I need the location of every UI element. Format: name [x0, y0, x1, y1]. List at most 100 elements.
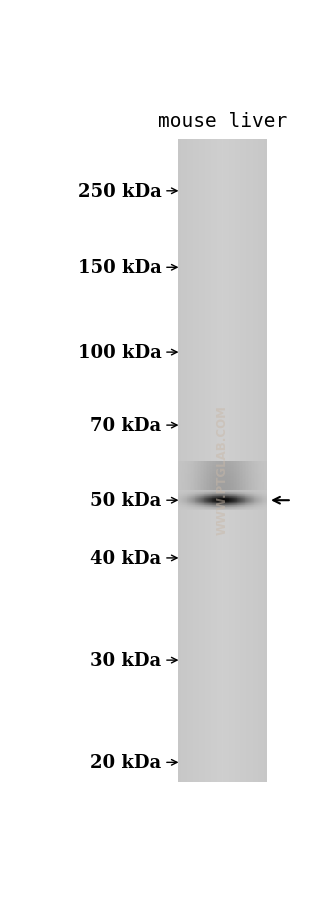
Bar	[210, 483, 212, 485]
Bar	[182, 508, 183, 509]
Bar	[237, 140, 239, 782]
Bar	[222, 503, 224, 505]
Bar	[248, 140, 249, 782]
Bar	[260, 497, 261, 498]
Bar	[193, 462, 194, 464]
Bar	[220, 498, 222, 500]
Bar	[249, 476, 251, 478]
Bar	[221, 500, 222, 502]
Bar	[207, 471, 209, 473]
Bar	[233, 498, 235, 500]
Bar	[210, 471, 212, 473]
Bar	[220, 497, 222, 499]
Bar	[191, 506, 192, 507]
Bar	[178, 498, 179, 500]
Bar	[236, 500, 238, 501]
Bar	[252, 505, 253, 507]
Bar	[198, 494, 200, 496]
Bar	[251, 488, 252, 490]
Bar	[265, 492, 266, 494]
Bar	[253, 500, 255, 501]
Bar	[216, 488, 218, 490]
Bar	[206, 476, 208, 478]
Bar	[184, 500, 185, 502]
Bar	[197, 498, 199, 500]
Bar	[197, 506, 198, 508]
Bar	[236, 492, 237, 493]
Bar	[200, 468, 202, 470]
Bar	[217, 508, 218, 509]
Bar	[247, 504, 248, 506]
Bar	[195, 492, 196, 494]
Bar	[214, 509, 215, 511]
Bar	[222, 480, 224, 482]
Bar	[246, 493, 248, 495]
Bar	[204, 499, 205, 500]
Bar	[257, 474, 258, 476]
Bar	[207, 472, 209, 474]
Bar	[184, 501, 185, 502]
Bar	[192, 491, 193, 492]
Bar	[252, 490, 253, 492]
Bar	[228, 501, 229, 502]
Bar	[254, 501, 256, 502]
Bar	[206, 464, 208, 465]
Bar	[208, 505, 209, 507]
Bar	[196, 140, 197, 782]
Bar	[248, 502, 249, 504]
Bar	[218, 509, 219, 510]
Bar	[252, 509, 254, 511]
Bar	[182, 509, 183, 511]
Bar	[241, 506, 242, 508]
Bar	[205, 509, 206, 511]
Bar	[228, 492, 229, 493]
Bar	[218, 471, 220, 473]
Bar	[194, 463, 196, 465]
Bar	[211, 493, 212, 495]
Bar	[236, 509, 238, 510]
Bar	[184, 509, 185, 510]
Bar	[184, 502, 185, 503]
Bar	[237, 491, 239, 492]
Bar	[195, 508, 196, 509]
Bar	[243, 492, 244, 493]
Bar	[226, 506, 227, 508]
Bar	[261, 502, 263, 504]
Bar	[181, 140, 182, 782]
Bar	[264, 489, 266, 491]
Bar	[250, 506, 251, 507]
Bar	[232, 498, 233, 500]
Bar	[207, 500, 209, 502]
Bar	[244, 504, 245, 506]
Bar	[234, 494, 235, 495]
Bar	[217, 490, 218, 492]
Bar	[239, 474, 240, 476]
Bar	[236, 509, 237, 510]
Bar	[253, 491, 255, 492]
Bar	[251, 491, 252, 492]
Bar	[224, 502, 225, 503]
Bar	[184, 504, 185, 506]
Bar	[202, 466, 203, 468]
Bar	[222, 498, 224, 500]
Bar	[249, 498, 250, 500]
Bar	[179, 500, 180, 502]
Bar	[243, 471, 245, 473]
Bar	[191, 497, 192, 499]
Bar	[264, 501, 265, 502]
Bar	[218, 495, 219, 497]
Bar	[178, 463, 180, 465]
Bar	[219, 476, 221, 478]
Bar	[248, 493, 249, 495]
Bar	[197, 472, 199, 474]
Bar	[197, 471, 199, 473]
Bar	[246, 493, 248, 495]
Bar	[194, 506, 195, 508]
Bar	[255, 480, 257, 482]
Bar	[198, 503, 200, 505]
Bar	[198, 499, 200, 501]
Bar	[198, 493, 200, 495]
Bar	[247, 494, 248, 495]
Bar	[189, 497, 190, 498]
Bar	[179, 477, 181, 479]
